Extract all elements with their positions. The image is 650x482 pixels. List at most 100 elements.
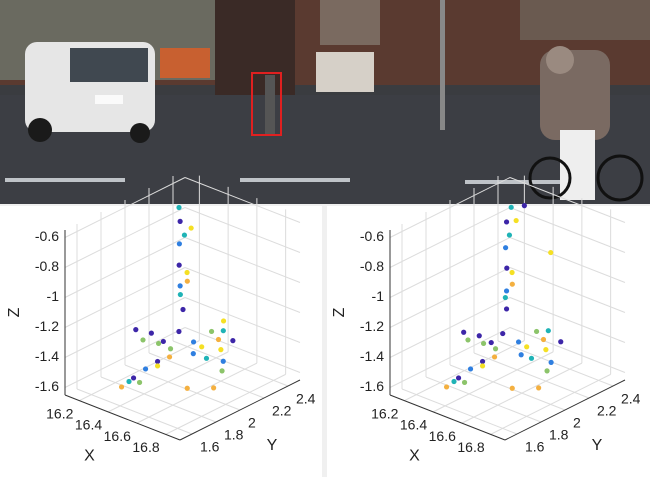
data-point: [500, 331, 505, 336]
y-tick-label: 2: [573, 415, 581, 431]
street-photo: [0, 0, 650, 205]
data-point: [481, 341, 486, 346]
z-tick-label: -1.6: [360, 378, 384, 394]
data-point: [519, 352, 524, 357]
data-point: [504, 306, 509, 311]
z-tick-label: -1.4: [360, 348, 384, 364]
data-point: [176, 205, 181, 210]
data-point: [177, 241, 182, 246]
data-point: [185, 386, 190, 391]
data-point: [468, 366, 473, 371]
data-point: [167, 354, 172, 359]
data-point: [546, 328, 551, 333]
data-point: [510, 282, 515, 287]
data-point: [184, 270, 189, 275]
data-point: [543, 347, 548, 352]
y-axis-label: Y: [592, 437, 603, 454]
data-point: [191, 339, 196, 344]
y-tick-label: 1.8: [224, 427, 244, 443]
x-tick-label: 16.6: [104, 428, 131, 444]
x-tick-label: 16.4: [400, 417, 427, 433]
data-point: [549, 360, 554, 365]
y-tick-label: 2.4: [621, 391, 641, 407]
data-point: [156, 341, 161, 346]
z-tick-label: -0.6: [35, 228, 59, 244]
x-axis-label: X: [409, 448, 420, 465]
z-tick-label: -1: [47, 288, 60, 304]
data-point: [514, 218, 519, 223]
data-point: [126, 379, 131, 384]
data-point: [444, 384, 449, 389]
data-point: [143, 366, 148, 371]
data-point: [221, 359, 226, 364]
y-tick-label: 1.6: [525, 439, 545, 455]
data-point: [541, 337, 546, 342]
y-tick-label: 2: [248, 415, 256, 431]
data-point: [180, 307, 185, 312]
x-axis-label: X: [84, 448, 95, 465]
y-tick-label: 1.8: [549, 427, 569, 443]
data-point: [176, 329, 181, 334]
y-tick-label: 1.6: [200, 439, 220, 455]
data-point: [510, 386, 515, 391]
data-point: [456, 375, 461, 380]
data-point: [489, 340, 494, 345]
data-point: [178, 292, 183, 297]
data-point: [480, 359, 485, 364]
data-point: [149, 331, 154, 336]
data-point: [544, 368, 549, 373]
x-tick-label: 16.6: [429, 428, 456, 444]
data-point: [140, 337, 145, 342]
z-axis-label: Z: [331, 307, 348, 317]
data-point: [131, 375, 136, 380]
data-point: [465, 337, 470, 342]
data-point: [534, 329, 539, 334]
data-point: [524, 344, 529, 349]
data-point: [503, 295, 508, 300]
data-point: [522, 203, 527, 208]
data-point: [161, 339, 166, 344]
data-point: [177, 263, 182, 268]
data-point: [216, 337, 221, 342]
data-point: [516, 339, 521, 344]
data-point: [211, 385, 216, 390]
data-point: [492, 354, 497, 359]
x-tick-label: 16.4: [75, 417, 102, 433]
data-point: [155, 359, 160, 364]
data-point: [189, 225, 194, 230]
data-point: [137, 380, 142, 385]
z-tick-label: -0.8: [360, 258, 384, 274]
x-tick-label: 16.8: [457, 439, 484, 455]
y-tick-label: 2.2: [597, 403, 617, 419]
data-point: [204, 356, 209, 361]
data-point: [462, 380, 467, 385]
data-point: [168, 346, 173, 351]
x-tick-label: 16.2: [46, 405, 73, 421]
data-point: [219, 368, 224, 373]
data-point: [230, 338, 235, 343]
data-point: [461, 330, 466, 335]
data-point: [191, 351, 196, 356]
data-point: [503, 245, 508, 250]
data-point: [199, 344, 204, 349]
data-point: [182, 232, 187, 237]
data-point: [480, 363, 485, 368]
data-point: [548, 250, 553, 255]
z-tick-label: -1.2: [35, 318, 59, 334]
figure: 16.216.416.616.81.61.822.22.4-0.6-0.8-1-…: [0, 0, 650, 477]
y-axis-label: Y: [267, 437, 278, 454]
z-tick-label: -1.6: [35, 378, 59, 394]
data-point: [178, 283, 183, 288]
data-point: [221, 328, 226, 333]
data-point: [507, 232, 512, 237]
data-point: [209, 329, 214, 334]
data-point: [119, 384, 124, 389]
y-tick-label: 2.4: [296, 391, 316, 407]
z-tick-label: -1.2: [360, 318, 384, 334]
x-tick-label: 16.2: [371, 405, 398, 421]
data-point: [536, 385, 541, 390]
data-point: [133, 327, 138, 332]
data-point: [155, 363, 160, 368]
data-point: [218, 347, 223, 352]
data-point: [477, 333, 482, 338]
